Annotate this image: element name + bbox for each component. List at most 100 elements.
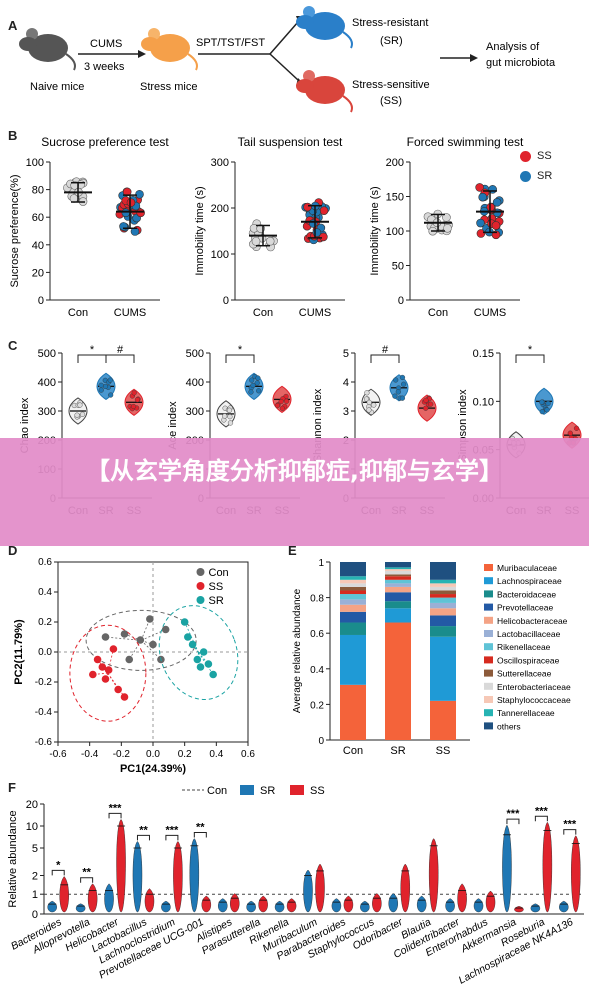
y-tick-label: 0.6 <box>310 629 324 640</box>
legend-sr-swatch-icon <box>240 785 254 795</box>
bar-segment <box>340 611 366 623</box>
x-tick-label: 0.2 <box>178 749 192 760</box>
significance-mark: ** <box>196 822 205 834</box>
significance-mark: *** <box>563 819 577 831</box>
confidence-ellipse <box>69 624 147 722</box>
bar-segment <box>385 567 411 570</box>
data-point <box>312 228 322 237</box>
data-point <box>278 398 284 405</box>
significance-bracket <box>534 815 548 822</box>
data-point <box>573 425 580 431</box>
y-tick-label: 0.2 <box>38 617 52 628</box>
data-point <box>196 663 205 671</box>
panel-d-letter: D <box>8 543 18 558</box>
x-tick-label: Con <box>343 745 363 757</box>
y-tick-label: 500 <box>38 348 56 360</box>
violin <box>104 883 114 913</box>
panel-c-letter: C <box>8 338 18 353</box>
legend-ss-swatch-icon <box>290 785 304 795</box>
tests-label: SPT/TST/FST <box>196 37 265 49</box>
significance-bracket <box>225 354 255 363</box>
panel-b-letter: B <box>8 128 18 143</box>
violin <box>400 863 410 913</box>
y-tick-label: 60 <box>32 212 44 224</box>
bar-segment <box>340 634 366 685</box>
y-tick-label: 80 <box>32 185 44 197</box>
y-tick-label: 10 <box>26 821 38 833</box>
data-point <box>265 236 275 246</box>
data-point <box>79 411 86 417</box>
x-tick-label: 0.6 <box>241 749 255 760</box>
x-tick-label: 0.4 <box>209 749 223 760</box>
significance-mark: ** <box>139 824 148 836</box>
significance-bracket <box>515 354 545 363</box>
significance-mark: * <box>528 344 533 356</box>
data-point <box>255 375 261 381</box>
stress-mouse-icon <box>141 28 198 71</box>
data-point <box>308 219 318 228</box>
data-point <box>120 693 129 701</box>
data-point <box>274 402 281 409</box>
y-tick-label: 0 <box>32 909 38 921</box>
confidence-ellipse <box>158 605 239 701</box>
legend-label-ss: SS <box>537 150 552 162</box>
data-point <box>303 202 312 212</box>
significance-mark: ** <box>82 867 91 879</box>
violin <box>388 893 398 913</box>
x-tick-label: Con <box>253 307 273 319</box>
data-point <box>227 420 234 426</box>
legend-label: Tannerellaceae <box>497 708 555 718</box>
violin <box>116 819 126 913</box>
legend-label: Prevotellaceae <box>497 603 554 613</box>
data-point <box>364 390 370 396</box>
significance-bracket <box>51 869 65 876</box>
data-point <box>193 655 202 664</box>
bar-segment <box>430 602 456 609</box>
bar-segment <box>430 590 456 595</box>
legend-swatch-icon <box>484 630 493 637</box>
y-tick-label: 20 <box>26 799 38 811</box>
data-point <box>363 396 370 402</box>
data-point <box>121 208 131 218</box>
y-tick-label: 20 <box>32 267 44 279</box>
significance-mark: # <box>382 344 389 356</box>
significance-mark: * <box>56 859 61 871</box>
data-point <box>149 640 157 649</box>
y-tick-label: 2 <box>32 871 38 883</box>
data-point <box>107 377 113 383</box>
significance-mark: *** <box>109 802 123 814</box>
data-point <box>423 405 429 411</box>
legend-label: SS <box>209 581 224 593</box>
legend-label: Lachnospiraceae <box>497 576 562 586</box>
violin <box>144 888 155 913</box>
x-tick-label: SR <box>390 745 405 757</box>
y-tick-label: 300 <box>186 406 204 418</box>
violin <box>416 895 427 913</box>
bar-segment <box>430 626 456 637</box>
violin <box>445 898 455 913</box>
data-point <box>119 222 128 231</box>
y-axis-label: Relative abundance <box>7 810 19 907</box>
naive-label: Naive mice <box>30 81 84 93</box>
data-point <box>114 685 122 694</box>
data-point <box>89 670 97 679</box>
violin <box>132 841 143 913</box>
violin <box>502 824 512 913</box>
y-tick-label: 5 <box>32 843 38 855</box>
violin <box>173 841 183 913</box>
data-point <box>395 389 401 395</box>
legend-label: Con <box>207 785 227 797</box>
data-point <box>209 670 217 679</box>
bar-segment <box>385 622 411 740</box>
violin <box>303 869 313 913</box>
violin <box>75 903 86 913</box>
legend-label: SR <box>209 595 224 607</box>
legend-swatch-icon <box>484 709 493 717</box>
overlay-banner <box>0 438 589 546</box>
legend-label: Sutterellaceae <box>497 669 552 679</box>
bar-segment <box>385 570 411 575</box>
data-point <box>199 648 208 656</box>
significance-mark: * <box>90 344 95 356</box>
bar-segment <box>385 579 411 584</box>
legend-label: Lactobacillaceae <box>497 629 561 639</box>
